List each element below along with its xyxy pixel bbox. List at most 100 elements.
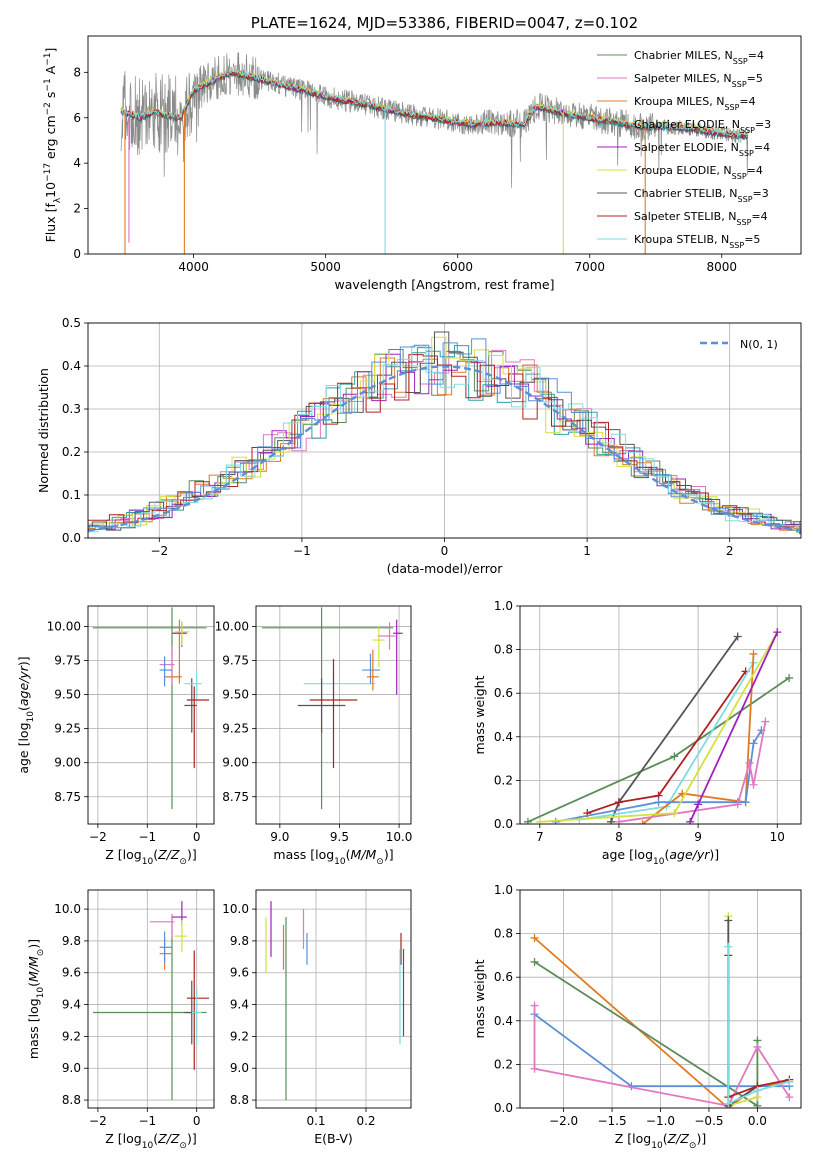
y-tick-label: 9.0 [230,1061,249,1075]
label-part: −2 [43,102,53,115]
spectrum-panel: 4000 5000 6000 7000 8000 0 2 4 6 8 PLATE=1624, MJD… [43,14,802,292]
model-spectrum-line [120,71,748,141]
y-tick-label: 0.8 [494,927,513,941]
legend-value: =3 [755,118,771,131]
y-tick-label: 0.0 [62,531,81,545]
y-axis-label: Flux [fλ10−17 erg cm−2 s−1 A−1] [43,48,63,243]
label-part: ⊙ [376,857,384,867]
legend-subscript: SSP [739,149,754,158]
label-part: M/M [351,847,377,862]
y-tick-label: 2 [73,202,81,216]
residual-histogram [88,338,801,535]
y-tick-label: 1.0 [494,883,513,897]
label-part: A [43,65,58,78]
legend-value: =5 [747,72,763,85]
weight-point-marker [654,798,663,807]
gaussian-reference-curve [88,365,801,532]
y-tick-label: 0 [73,247,81,261]
x-tick-label: 6000 [442,260,473,274]
label-part: )] [384,847,394,862]
weight-point-marker [686,817,695,824]
y-tick-label: 0.1 [62,488,81,502]
residual-histogram [88,354,801,528]
weight-point-marker [753,1042,762,1051]
weight-point-marker [785,1077,794,1086]
legend-subscript: SSP [724,103,739,112]
x-axis-label: Z [log10(Z/Z⊙)] [105,847,196,867]
age_vs_Z-data [92,607,210,810]
legend-text: Salpeter MILES, N [634,72,732,85]
y-tick-label: 9.6 [62,966,81,980]
y-tick-label: 9.00 [222,756,249,770]
x-tick-label: 0.0 [748,1114,767,1128]
label-part: )] [709,847,719,862]
weight_vs_age-data [523,628,794,824]
x-tick-label: 0.1 [306,1114,325,1128]
x-tick-label: 5000 [310,260,341,274]
y-tick-label: 0.8 [494,643,513,657]
x-axis-label: Z [log10(Z/Z⊙)] [615,1131,706,1151]
label-part: )] [696,1131,706,1146]
label-part: 10 [142,857,154,867]
label-part: )] [26,939,41,949]
label-part: Z [log [615,1131,651,1146]
legend-text: Kroupa MILES, N [634,95,724,108]
age_vs_mass-data [261,607,403,810]
label-part: s [43,92,58,103]
y-tick-label: 9.2 [62,1029,81,1043]
label-part: age/yr [669,847,710,862]
weight-series-line [533,937,790,1108]
label-part: M/M [26,956,41,982]
x-tick-label: 4000 [178,260,209,274]
y-tick-label: 10.00 [215,619,249,633]
x-tick-label: −1.0 [646,1114,675,1128]
weight-point-marker [741,798,750,807]
age_vs_mass-panel: 9.0 9.5 10.0 8.75 9.00 9.25 9.50 9.75 10.00 mass … [215,605,412,867]
label-part: age/yr [16,665,31,706]
mass_vs_Z-panel: −2 −1 08.89.09.29.49.69.810.0Z [log10(Z/Z⊙… [26,889,215,1151]
weight-point-marker [724,942,733,951]
residuals-data [88,331,801,535]
label-part: 10 [142,1141,154,1151]
label-part: −17 [43,163,53,182]
x-tick-label: 8000 [707,260,738,274]
y-tick-label: 0.3 [62,402,81,416]
label-part: ⊙ [179,857,187,867]
weight-point-marker [614,798,623,807]
axes-frame [519,889,802,1109]
x-tick-label: −2.0 [549,1114,578,1128]
x-axis-label: (data-model)/error [387,561,504,576]
mass_vs_ebv-data [265,901,405,1101]
weight-series-line [727,955,790,1099]
legend-entry: Salpeter STELIB, NSSP=4 [634,210,768,227]
y-tick-label: 0.2 [494,773,513,787]
y-axis-label: mass weight [472,675,487,754]
y-tick-label: 0.6 [494,686,513,700]
y-tick-label: 0.4 [494,730,513,744]
x-tick-label: 1 [583,544,591,558]
weight-point-marker [785,673,794,682]
x-tick-label: 7000 [574,260,605,274]
y-tick-label: 8.75 [54,790,81,804]
legend-text: Salpeter STELIB, N [634,210,736,223]
weight-point-marker [724,916,733,925]
y-tick-label: 0.5 [62,316,81,330]
label-part: 10 [651,1141,663,1151]
weight-point-marker [724,1099,733,1108]
legend-entry: Salpeter MILES, NSSP=5 [634,72,763,89]
x-axis-label: Z [log10(Z/Z⊙)] [105,1131,196,1151]
label-part: ⊙ [179,1141,187,1151]
weight-point-marker [749,739,758,748]
y-tick-label: 9.25 [222,722,249,736]
legend-subscript: SSP [732,172,747,181]
weight-point-marker [607,817,616,824]
legend-value: =4 [747,164,763,177]
weight-series-line [587,670,747,814]
weight-point-marker [530,1064,539,1073]
y-tick-label: 9.8 [230,934,249,948]
weight-point-marker [753,1086,762,1095]
weight-point-marker [614,817,623,824]
weight-point-marker [670,809,679,818]
label-part: ( [153,847,158,862]
